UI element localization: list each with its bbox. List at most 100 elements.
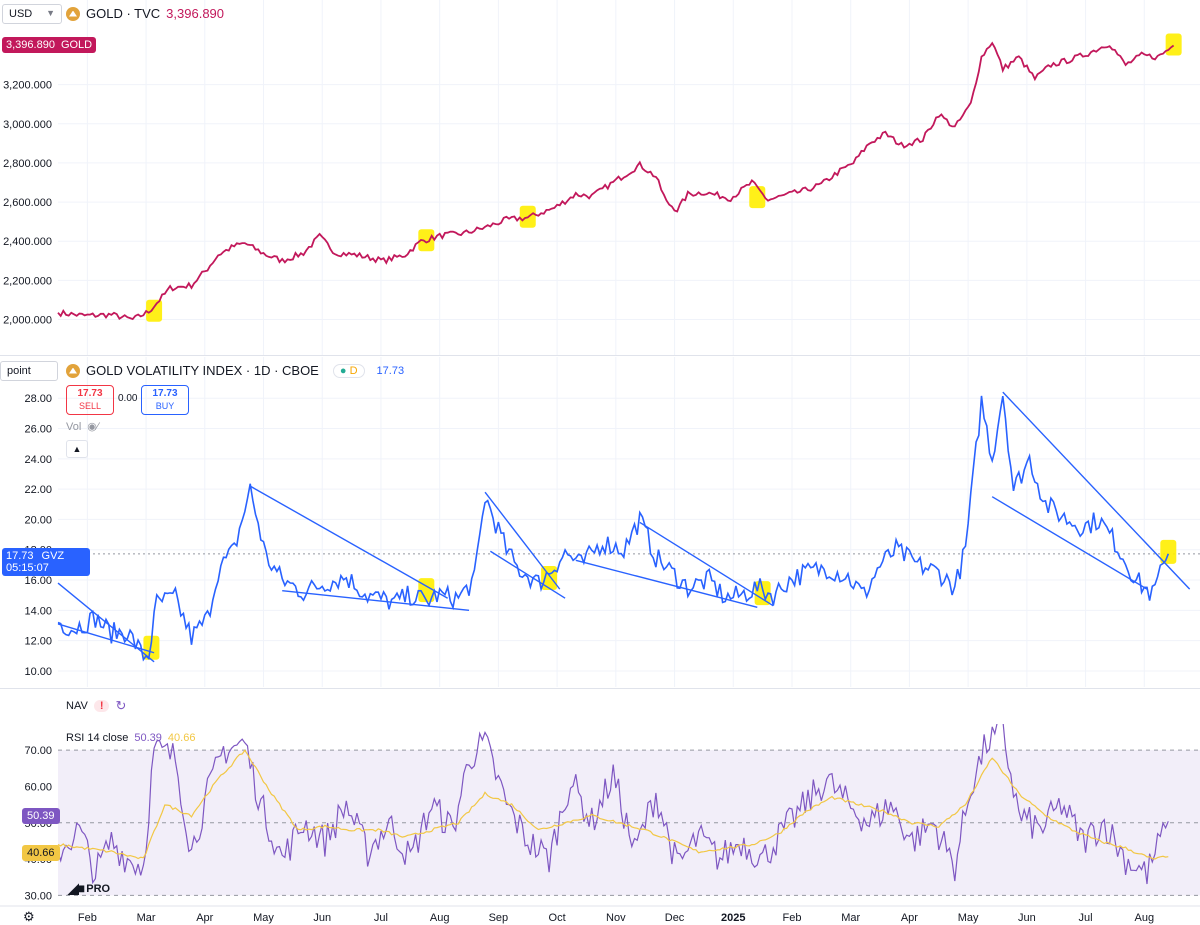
trendline — [484, 491, 561, 590]
rsi-ma-value-tag: 40.66 — [22, 845, 60, 861]
sell-button[interactable]: 17.73 SELL — [66, 385, 114, 415]
volume-toggle[interactable]: Vol ◉∕ — [66, 420, 99, 434]
sell-price: 17.73 — [77, 388, 103, 399]
y-tick-label: 20.00 — [24, 514, 52, 526]
gvz-chart[interactable]: 10.0012.0014.0016.0018.0020.0022.0024.00… — [0, 357, 1200, 687]
x-tick-label: 2025 — [721, 912, 745, 924]
x-tick-label: Jul — [1079, 912, 1093, 924]
tradingview-logo: ◢■ PRO — [68, 880, 110, 897]
x-tick-label: Jun — [313, 912, 331, 924]
y-tick-label: 3,000.000 — [3, 119, 52, 131]
y-tick-label: 2,400.000 — [3, 236, 52, 248]
rsi-ma-line — [57, 749, 1169, 860]
gvz-legend-value: 17.73 — [376, 364, 405, 377]
gold-price-tag-value: 3,396.890 — [6, 39, 55, 51]
nav-label: NAV — [66, 700, 88, 712]
volume-label: Vol — [66, 420, 82, 433]
highlight-marker — [418, 229, 435, 252]
gold-price-chart[interactable]: 2,000.000 2,200.000 2,400.000 2,600.000 2,80… — [0, 0, 1200, 356]
gold-symbol-value: 3,396.890 — [166, 6, 225, 21]
settings-gear-icon[interactable]: ⚙ — [23, 909, 35, 924]
x-tick-label: Nov — [606, 912, 626, 924]
highlight-marker — [143, 635, 160, 660]
y-tick-label: 14.00 — [24, 605, 52, 617]
trendline — [57, 582, 155, 663]
y-tick-label: 70.00 — [24, 745, 52, 757]
sell-label: SELL — [78, 401, 102, 411]
gvz-status-dot-icon: ● — [339, 364, 347, 377]
gold-price-tag: 3,396.890 GOLD — [2, 37, 97, 53]
chevron-up-icon: ▲ — [72, 444, 82, 454]
collapse-button[interactable]: ▲ — [66, 440, 88, 458]
y-tick-label: 30.00 — [24, 890, 52, 902]
x-tick-label: Oct — [549, 912, 566, 924]
rsi-chart[interactable]: 30.0040.0050.0060.0070.00FebMarAprMayJun… — [0, 724, 1200, 925]
x-tick-label: Aug — [1134, 912, 1154, 924]
y-tick-label: 2,200.000 — [3, 275, 52, 287]
gvz-unit-label: point — [7, 365, 31, 377]
reload-icon[interactable]: ↻ — [115, 698, 127, 713]
x-tick-label: Mar — [841, 912, 860, 924]
buy-button[interactable]: 17.73 BUY — [141, 385, 189, 415]
y-tick-label: 10.00 — [24, 666, 52, 678]
x-tick-label: Dec — [665, 912, 685, 924]
gold-symbol-title: GOLD · TVC — [86, 6, 161, 21]
trendline — [1002, 391, 1191, 590]
eye-off-icon: ◉∕ — [87, 421, 99, 433]
rsi-line — [57, 724, 1169, 885]
y-tick-label: 2,800.000 — [3, 158, 52, 170]
gold-symbol-icon — [66, 6, 80, 21]
trendline — [991, 496, 1148, 590]
x-tick-label: Apr — [901, 912, 918, 924]
tradingview-mark-icon: ◢■ — [68, 880, 85, 896]
x-tick-label: Aug — [430, 912, 450, 924]
buy-label: BUY — [155, 401, 175, 411]
y-tick-label: 26.00 — [24, 424, 52, 436]
buy-price: 17.73 — [152, 388, 178, 399]
gvz-status-badge: ● D — [332, 363, 365, 378]
highlight-marker — [146, 299, 163, 322]
x-tick-label: Jun — [1018, 912, 1036, 924]
rsi-value: 50.39 — [134, 732, 162, 744]
y-tick-label: 3,200.000 — [3, 80, 52, 92]
y-tick-label: 16.00 — [24, 575, 52, 587]
nav-panel: NAV ! ↻ — [0, 688, 1200, 725]
logo-text: PRO — [86, 882, 111, 895]
y-tick-label: 28.00 — [24, 393, 52, 405]
y-tick-label: 24.00 — [24, 454, 52, 466]
gvz-unit-selector[interactable]: point — [0, 361, 58, 381]
gvz-symbol-title: GOLD VOLATILITY INDEX · 1D · CBOE — [86, 363, 319, 378]
trendline — [57, 623, 155, 654]
y-tick-label: 2,000.000 — [3, 315, 52, 327]
gvz-price-tag: 17.73 GVZ 05:15:07 — [2, 548, 90, 576]
gvz-badge-label: D — [349, 364, 358, 377]
currency-selector[interactable]: USD ▼ — [2, 4, 62, 24]
gold-price-line — [57, 41, 1175, 321]
y-tick-label: 2,600.000 — [3, 197, 52, 209]
nav-warning-icon: ! — [93, 700, 110, 712]
trendline — [490, 550, 566, 599]
x-tick-label: May — [253, 912, 274, 924]
trendline — [575, 559, 758, 608]
gold-legend[interactable]: GOLD · TVC 3,396.890 — [66, 6, 224, 21]
y-tick-label: 22.00 — [24, 484, 52, 496]
highlight-marker — [1165, 33, 1182, 56]
x-tick-label: Feb — [78, 912, 97, 924]
rsi-ma-value: 40.66 — [167, 732, 196, 744]
gvz-symbol-icon — [66, 363, 80, 378]
y-tick-label: 60.00 — [24, 781, 52, 793]
gvz-countdown: 05:15:07 — [6, 562, 49, 574]
spread-value: 0.00 — [118, 393, 138, 404]
y-tick-label: 12.00 — [24, 636, 52, 648]
trendline — [282, 589, 470, 612]
gvz-legend[interactable]: GOLD VOLATILITY INDEX · 1D · CBOE ● D 17… — [66, 363, 404, 378]
nav-legend[interactable]: NAV ! ↻ — [66, 698, 126, 714]
gold-price-tag-symbol: GOLD — [60, 39, 93, 51]
x-tick-label: Jul — [374, 912, 388, 924]
x-tick-label: Apr — [196, 912, 213, 924]
highlight-marker — [1160, 539, 1177, 564]
trendline — [639, 521, 774, 607]
x-tick-label: Sep — [489, 912, 509, 924]
rsi-legend[interactable]: RSI 14 close 50.39 40.66 — [66, 732, 195, 744]
gvz-price-tag-symbol: GVZ — [41, 550, 65, 562]
